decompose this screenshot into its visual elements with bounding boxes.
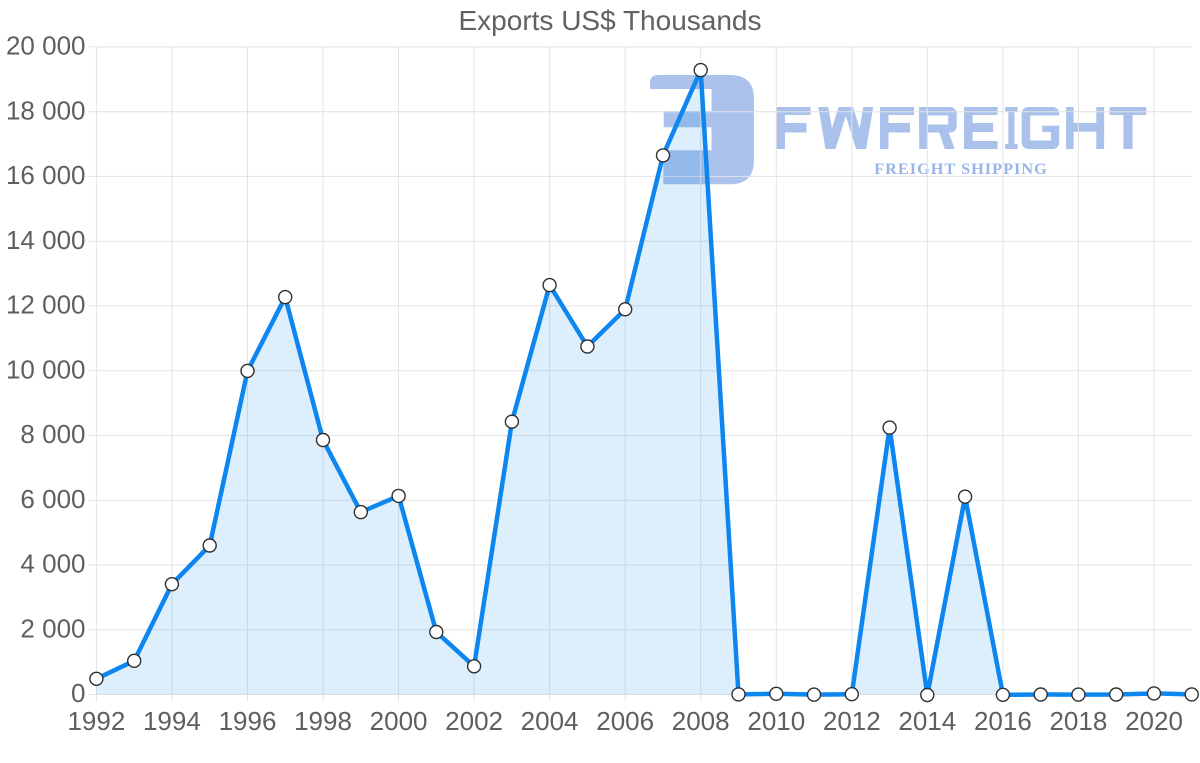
svg-text:2004: 2004 [521,706,579,736]
svg-text:2020: 2020 [1125,706,1183,736]
svg-text:4 000: 4 000 [20,549,85,579]
svg-text:14 000: 14 000 [6,225,86,255]
svg-text:2014: 2014 [898,706,956,736]
svg-text:12 000: 12 000 [6,290,86,320]
svg-text:2016: 2016 [974,706,1032,736]
svg-text:6 000: 6 000 [20,484,85,514]
svg-text:2008: 2008 [672,706,730,736]
svg-text:10 000: 10 000 [6,354,86,384]
svg-text:1998: 1998 [294,706,352,736]
svg-text:1992: 1992 [67,706,125,736]
svg-text:8 000: 8 000 [20,419,85,449]
svg-text:2002: 2002 [445,706,503,736]
svg-text:2010: 2010 [747,706,805,736]
svg-text:2000: 2000 [370,706,428,736]
svg-text:1996: 1996 [219,706,277,736]
svg-text:2012: 2012 [823,706,881,736]
svg-text:16 000: 16 000 [6,160,86,190]
svg-text:2006: 2006 [596,706,654,736]
svg-text:Exports US$ Thousands: Exports US$ Thousands [459,5,762,36]
svg-text:FREIGHT SHIPPING: FREIGHT SHIPPING [874,159,1048,178]
svg-text:2018: 2018 [1049,706,1107,736]
svg-text:1994: 1994 [143,706,201,736]
svg-text:0: 0 [71,678,85,708]
svg-text:2 000: 2 000 [20,613,85,643]
svg-text:20 000: 20 000 [6,31,86,61]
svg-text:18 000: 18 000 [6,95,86,125]
